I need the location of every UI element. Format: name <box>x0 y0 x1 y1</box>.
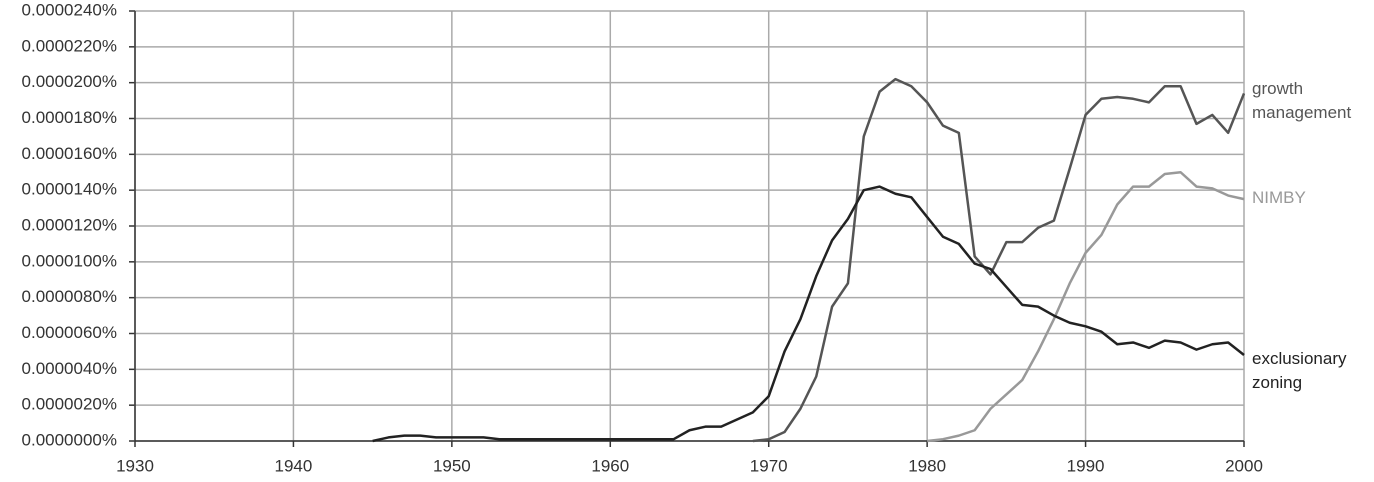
x-tick-label: 1970 <box>750 456 788 475</box>
x-tick-label: 1980 <box>908 456 946 475</box>
x-tick-label: 1940 <box>275 456 313 475</box>
y-tick-label: 0.0000000% <box>22 430 117 449</box>
series-line <box>372 185 1245 443</box>
series-label: exclusionary zoning <box>1252 349 1347 392</box>
y-tick-label: 0.0000180% <box>22 108 117 127</box>
x-tick-label: 1950 <box>433 456 471 475</box>
series-label: NIMBY <box>1252 188 1306 207</box>
series-line <box>752 77 1246 443</box>
y-tick-label: 0.0000200% <box>22 72 117 91</box>
y-tick-label: 0.0000100% <box>22 251 117 270</box>
y-tick-label: 0.0000140% <box>22 180 117 199</box>
x-tick-label: 1930 <box>116 456 154 475</box>
series-label: growth management <box>1252 79 1352 122</box>
y-tick-label: 0.0000060% <box>22 323 117 342</box>
x-tick-label: 1990 <box>1067 456 1105 475</box>
y-tick-label: 0.0000220% <box>22 36 117 55</box>
x-tick-label: 1960 <box>591 456 629 475</box>
y-tick-label: 0.0000080% <box>22 287 117 306</box>
y-tick-label: 0.0000040% <box>22 359 117 378</box>
x-tick-label: 2000 <box>1225 456 1263 475</box>
y-tick-label: 0.0000160% <box>22 144 117 163</box>
y-tick-label: 0.0000020% <box>22 395 117 414</box>
y-tick-label: 0.0000240% <box>22 0 117 19</box>
y-tick-label: 0.0000120% <box>22 215 117 234</box>
series-line <box>927 171 1245 443</box>
